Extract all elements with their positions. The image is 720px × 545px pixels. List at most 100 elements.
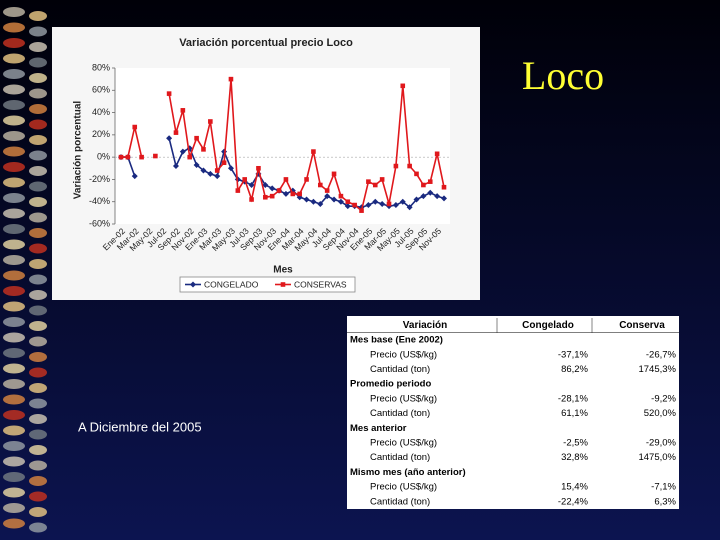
species-icon bbox=[29, 197, 47, 207]
series-marker bbox=[420, 193, 427, 200]
table-cell: 32,8% bbox=[561, 452, 588, 463]
series-marker bbox=[201, 147, 206, 152]
series-marker bbox=[324, 193, 331, 200]
species-icon bbox=[3, 84, 25, 95]
series-marker bbox=[337, 198, 344, 205]
species-icon bbox=[3, 115, 25, 126]
species-icon bbox=[3, 100, 25, 110]
species-icon bbox=[3, 208, 25, 219]
table-cell: 86,2% bbox=[561, 364, 588, 375]
species-icon bbox=[3, 472, 25, 482]
species-icon bbox=[3, 162, 25, 172]
table-cell: -22,4% bbox=[558, 496, 589, 507]
table-cell: 6,3% bbox=[654, 496, 676, 507]
y-tick-label: 40% bbox=[92, 107, 110, 117]
series-marker bbox=[434, 193, 441, 200]
species-icon bbox=[29, 42, 47, 52]
series-marker bbox=[235, 188, 241, 193]
table-cell: -9,2% bbox=[651, 393, 676, 404]
series-marker bbox=[214, 173, 221, 180]
table-header: Congelado bbox=[522, 320, 574, 331]
species-icon bbox=[3, 503, 25, 513]
series-marker bbox=[269, 185, 276, 192]
series-marker bbox=[372, 182, 378, 188]
series-marker bbox=[118, 154, 124, 160]
species-icon bbox=[3, 22, 25, 33]
series-marker bbox=[441, 184, 447, 190]
species-icon bbox=[3, 332, 25, 343]
species-icon bbox=[3, 487, 25, 498]
series-marker bbox=[269, 193, 275, 199]
series-marker bbox=[414, 171, 419, 177]
series-marker bbox=[276, 188, 282, 193]
table-cell: Precio (US$/kg) bbox=[370, 437, 437, 448]
series-marker bbox=[131, 173, 138, 180]
species-icon bbox=[3, 394, 25, 405]
legend-label: CONSERVAS bbox=[294, 279, 347, 289]
chart-title: Variación porcentual precio Loco bbox=[179, 37, 353, 49]
series-marker bbox=[297, 191, 302, 197]
series-marker bbox=[153, 153, 158, 159]
table-section: Mes base (Ene 2002) bbox=[350, 335, 443, 346]
species-icon bbox=[29, 259, 47, 269]
series-marker bbox=[228, 76, 234, 82]
species-icon bbox=[3, 379, 25, 389]
table-cell: Precio (US$/kg) bbox=[370, 482, 437, 493]
species-icon bbox=[29, 305, 47, 316]
series-marker bbox=[434, 151, 440, 157]
series-marker bbox=[427, 179, 433, 184]
series-marker bbox=[166, 135, 173, 142]
y-tick-label: -40% bbox=[89, 196, 110, 206]
species-icon bbox=[29, 290, 47, 300]
species-icon bbox=[29, 228, 47, 238]
species-icon bbox=[29, 26, 47, 37]
table-cell: -2,5% bbox=[563, 437, 588, 448]
species-icon bbox=[29, 243, 47, 254]
y-axis-label: Variación porcentual bbox=[73, 101, 84, 200]
table-cell: -37,1% bbox=[558, 349, 589, 360]
series-marker bbox=[310, 198, 317, 205]
species-icon bbox=[29, 476, 47, 486]
series-marker bbox=[379, 177, 385, 182]
y-tick-label: 0% bbox=[97, 152, 110, 162]
legend-box bbox=[179, 276, 356, 293]
series-marker bbox=[290, 191, 296, 197]
series-marker bbox=[324, 188, 330, 193]
series-marker bbox=[427, 189, 434, 196]
series-marker bbox=[372, 198, 379, 205]
table-cell: 15,4% bbox=[561, 482, 588, 493]
series-marker bbox=[317, 182, 323, 188]
series-marker bbox=[173, 130, 179, 135]
series-marker bbox=[345, 199, 351, 205]
table-cell: Cantidad (ton) bbox=[370, 496, 430, 507]
series-marker bbox=[194, 135, 199, 141]
series-marker bbox=[421, 182, 426, 188]
series-marker bbox=[166, 91, 172, 96]
table-cell: -29,0% bbox=[646, 437, 677, 448]
legend-marker bbox=[280, 282, 286, 287]
species-icon bbox=[3, 363, 25, 374]
species-icon bbox=[29, 460, 47, 471]
series-marker bbox=[180, 108, 186, 113]
series-marker bbox=[386, 201, 392, 207]
series-marker bbox=[407, 163, 412, 169]
series-marker bbox=[311, 149, 316, 154]
species-icon bbox=[3, 177, 25, 188]
table-cell: 1745,3% bbox=[638, 364, 676, 375]
species-strip bbox=[3, 7, 47, 533]
species-icon bbox=[29, 104, 47, 114]
legend-marker bbox=[190, 281, 196, 288]
species-icon bbox=[29, 429, 47, 440]
species-icon bbox=[29, 119, 47, 130]
y-tick-label: 80% bbox=[92, 62, 110, 72]
table-cell: Cantidad (ton) bbox=[370, 408, 430, 419]
species-icon bbox=[3, 146, 25, 157]
species-icon bbox=[29, 414, 47, 424]
species-icon bbox=[29, 336, 47, 347]
series-marker bbox=[331, 171, 337, 177]
series-marker bbox=[221, 160, 227, 166]
species-icon bbox=[29, 507, 47, 517]
series-marker bbox=[400, 83, 406, 89]
table-background bbox=[347, 316, 679, 509]
